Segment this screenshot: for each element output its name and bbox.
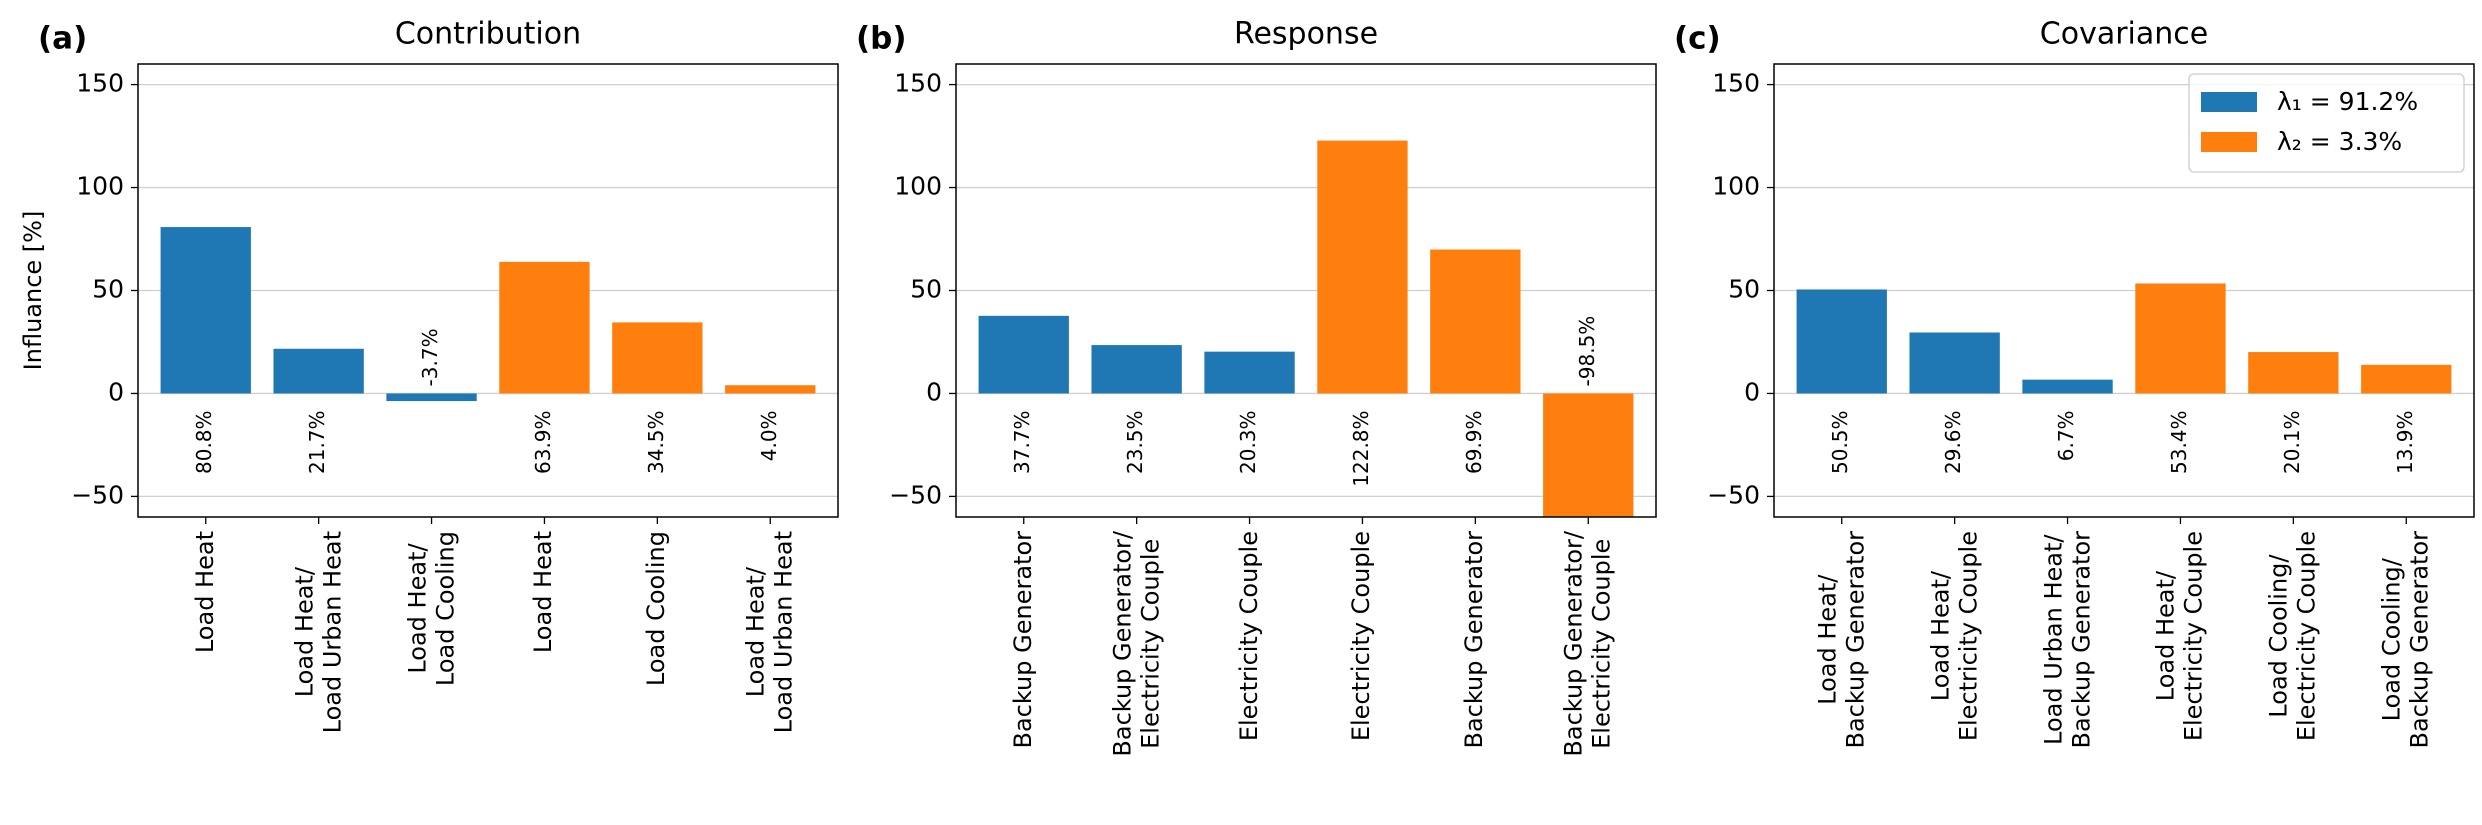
x-tick-label: Load Heat/ Electricity Couple <box>2151 531 2208 742</box>
bar <box>386 393 477 402</box>
data-label: 20.3% <box>1236 410 1260 474</box>
y-tick-label: 0 <box>1744 377 1760 406</box>
data-label: 69.9% <box>1462 410 1486 474</box>
y-tick-label: 50 <box>1728 275 1760 304</box>
y-tick-label: 100 <box>76 172 124 201</box>
legend-label: λ₂ = 3.3% <box>2277 127 2402 156</box>
bar <box>1317 140 1408 394</box>
bar <box>1204 351 1295 394</box>
y-tick-label: 150 <box>894 69 942 98</box>
y-tick-label: 100 <box>894 172 942 201</box>
data-label: 21.7% <box>305 410 329 474</box>
x-tick-label: Load Heat/ Load Urban Heat <box>290 531 346 734</box>
data-label: 53.4% <box>2167 410 2191 474</box>
axes-frame <box>1773 63 2475 518</box>
x-tick-label: Load Cooling/ Electricity Couple <box>2264 531 2321 742</box>
y-tick-label: 100 <box>1712 172 1760 201</box>
bar <box>160 227 251 394</box>
data-label: 50.5% <box>1828 410 1852 474</box>
bar <box>499 261 590 394</box>
legend-label: λ₁ = 91.2% <box>2277 87 2418 116</box>
x-tick-label: Load Heat <box>190 531 219 654</box>
legend-box <box>2188 73 2465 173</box>
y-tick-label: 50 <box>910 275 942 304</box>
y-tick-label: 150 <box>76 69 124 98</box>
bars <box>978 140 1634 517</box>
data-label: 37.7% <box>1010 410 1034 474</box>
x-tick-label: Load Heat/ Load Urban Heat <box>741 531 798 734</box>
chart-title: Response <box>1234 17 1378 52</box>
bars <box>160 227 816 402</box>
bar <box>1543 393 1634 517</box>
x-tick-label: Load Heat <box>529 531 558 654</box>
x-tick-label: Backup Generator/ Electricity Couple <box>1559 531 1616 757</box>
data-label: 29.6% <box>1941 410 1965 474</box>
y-tick-label: 50 <box>92 275 124 304</box>
x-tick-label: Electricity Couple <box>1234 531 1263 742</box>
data-label: -98.5% <box>1575 316 1599 387</box>
legend-swatch <box>2201 132 2257 152</box>
bar <box>1091 345 1182 394</box>
axes-frame <box>137 63 839 518</box>
x-tick-label: Backup Generator <box>1460 531 1489 749</box>
y-axis-label: Influance [%] <box>19 211 47 371</box>
x-tick-label: Load Cooling/ Backup Generator <box>2377 531 2434 749</box>
bar <box>1796 289 1887 394</box>
y-tick-label: 0 <box>926 377 942 406</box>
bar <box>2135 283 2226 394</box>
x-tick-label: Load Urban Heat/ Backup Generator <box>2038 531 2095 749</box>
x-tick-label: Load Heat/ Load Cooling <box>402 531 459 687</box>
data-label: 20.1% <box>2280 410 2304 474</box>
data-label: 4.0% <box>757 410 781 461</box>
bars <box>1796 283 2452 394</box>
chart-title: Contribution <box>395 17 581 52</box>
x-tick-label: Backup Generator <box>1008 531 1037 749</box>
x-tick-label: Load Heat/ Backup Generator <box>1813 531 1869 749</box>
x-tick-label: Load Heat/ Electricity Couple <box>1926 531 1982 742</box>
bar <box>2022 379 2113 394</box>
data-label: -3.7% <box>418 328 442 386</box>
data-label: 13.9% <box>2393 410 2417 474</box>
data-label: 63.9% <box>531 410 555 474</box>
bar <box>1909 332 2000 394</box>
x-tick-label: Load Cooling <box>642 531 671 687</box>
y-tick-label: −50 <box>1707 480 1760 509</box>
axes-frame <box>955 63 1657 518</box>
bar <box>725 385 816 394</box>
chart-title: Covariance <box>2040 17 2208 52</box>
x-tick-label: Backup Generator/ Electricity Couple <box>1108 531 1164 757</box>
x-tick-label: Electricity Couple <box>1347 531 1376 742</box>
data-label: 23.5% <box>1123 410 1147 474</box>
y-tick-label: −50 <box>889 480 942 509</box>
data-label: 6.7% <box>2054 410 2078 461</box>
data-label: 34.5% <box>644 410 668 474</box>
panel-label: (c) <box>1674 21 1721 57</box>
bar <box>1430 249 1521 394</box>
legend-swatch <box>2201 92 2257 112</box>
bar <box>273 348 364 394</box>
bar <box>612 322 703 394</box>
data-label: 122.8% <box>1349 410 1373 486</box>
bar <box>2361 364 2452 394</box>
y-tick-label: −50 <box>71 480 124 509</box>
y-tick-label: 150 <box>1712 69 1760 98</box>
bar <box>2248 352 2339 394</box>
y-tick-label: 0 <box>108 377 124 406</box>
panel-label: (a) <box>38 21 87 57</box>
data-label: 80.8% <box>192 410 216 474</box>
panel-label: (b) <box>856 21 907 57</box>
bar <box>978 315 1069 394</box>
